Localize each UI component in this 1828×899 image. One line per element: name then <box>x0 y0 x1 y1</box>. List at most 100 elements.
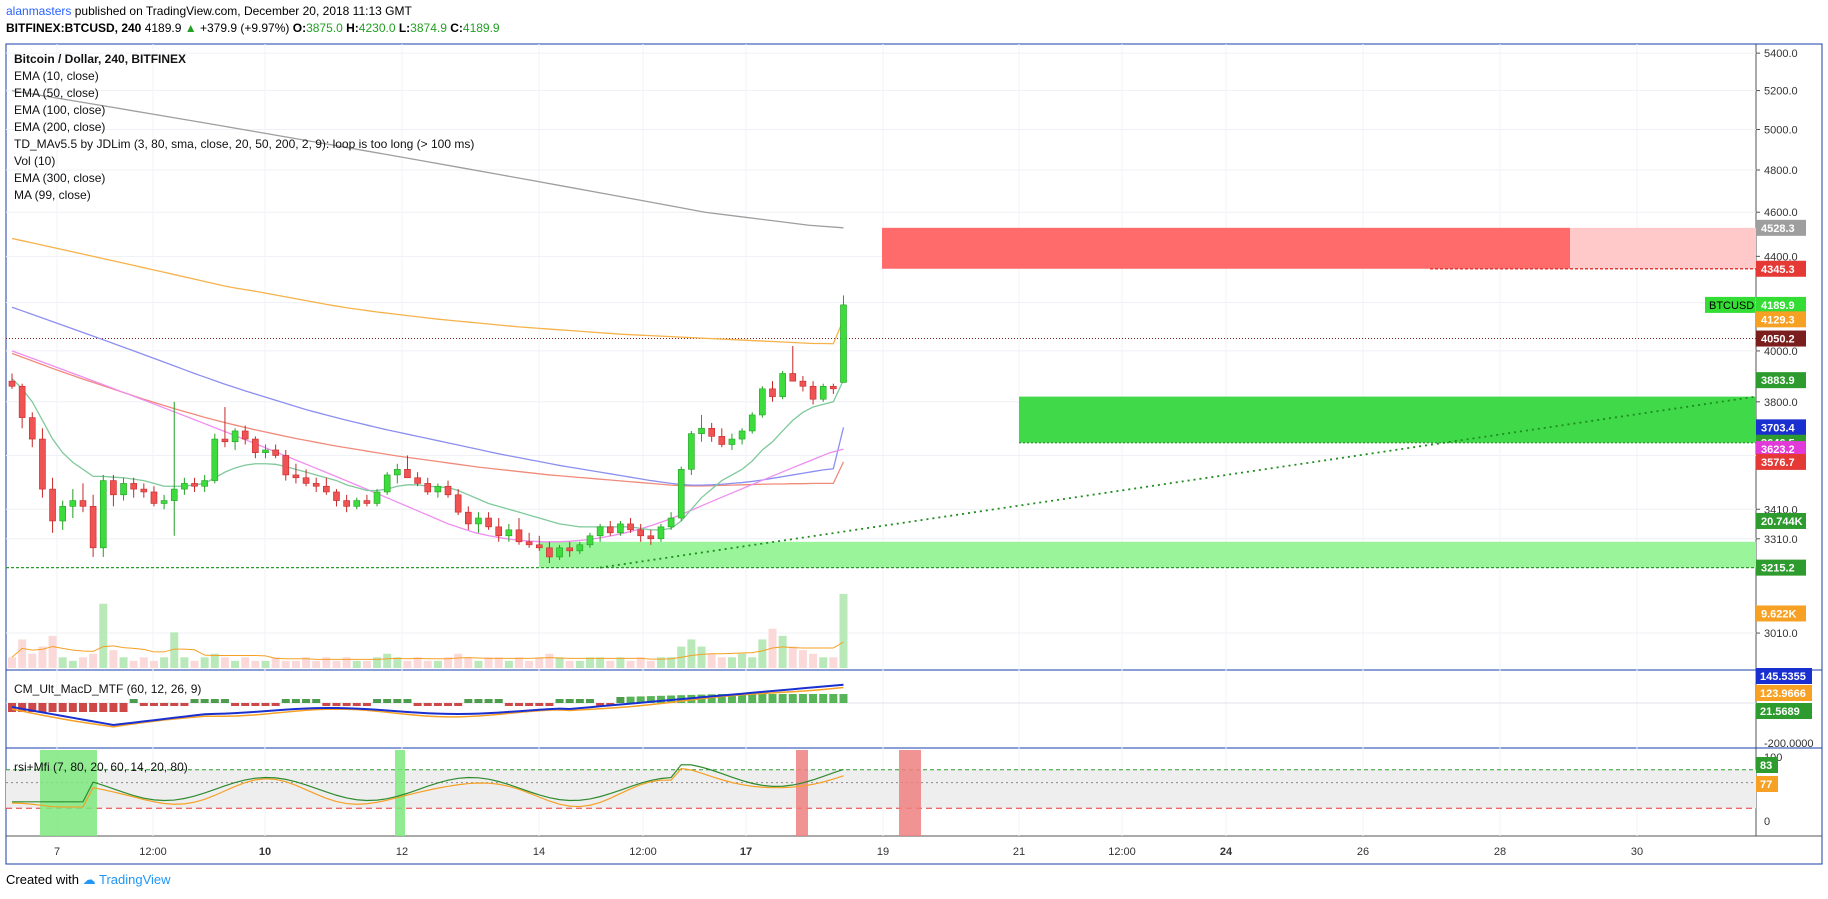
footer: Created with ☁ TradingView <box>6 872 171 888</box>
volume-bar <box>727 657 736 668</box>
candle-body <box>140 488 148 493</box>
volume-bar <box>423 660 432 668</box>
volume-bar <box>322 657 331 668</box>
rsi-value-box <box>1756 776 1778 792</box>
candle-body <box>181 483 188 490</box>
candle-body <box>454 494 462 513</box>
candle-body <box>292 474 300 479</box>
ema200-line <box>11 352 845 487</box>
legend-study[interactable]: EMA (200, close) <box>14 120 106 134</box>
price-label-box <box>1756 512 1806 529</box>
candle-body <box>586 535 594 546</box>
legend-study[interactable]: EMA (10, close) <box>14 69 99 83</box>
macd-histogram-bar <box>129 699 138 703</box>
candle-body <box>150 491 158 504</box>
macd-histogram-bar <box>89 703 98 712</box>
volume-bar <box>717 657 726 668</box>
candle-body <box>99 480 107 549</box>
price-label: 3576.7 <box>1761 457 1795 469</box>
volume-bar <box>109 650 118 668</box>
price-label: 4528.3 <box>1761 223 1795 235</box>
tradingview-link[interactable]: TradingView <box>99 872 171 887</box>
macd-histogram-bar <box>646 696 655 703</box>
macd-histogram-bar <box>38 703 47 712</box>
price-label-box <box>1756 260 1806 277</box>
macd-histogram-bar <box>474 699 483 703</box>
volume-bar <box>535 657 544 668</box>
legend-study[interactable]: TD_MAv5.5 by JDLim (3, 80, sma, close, 2… <box>14 137 475 151</box>
macd-histogram-bar <box>99 703 108 712</box>
x-tick-label: 26 <box>1357 846 1369 858</box>
price-label: 9.622K <box>1761 608 1797 620</box>
x-tick-label: 19 <box>877 846 889 858</box>
legend-study[interactable]: MA (99, close) <box>14 188 91 202</box>
volume-bar <box>616 657 625 668</box>
volume-bar <box>332 660 341 668</box>
ohlc-line: BITFINEX:BTCUSD, 240 4189.9 ▲ +379.9 (+9… <box>6 21 500 35</box>
volume-bar <box>78 657 87 668</box>
candle-body <box>343 500 350 507</box>
macd-legend[interactable]: CM_Ult_MacD_MTF (60, 12, 26, 9) <box>14 682 202 696</box>
resistance-zone <box>882 227 1570 269</box>
macd-histogram-bar <box>504 703 513 706</box>
candle-body <box>840 304 847 383</box>
macd-histogram-bar <box>170 703 179 706</box>
candle-body <box>830 385 837 390</box>
volume-bar <box>28 653 37 668</box>
legend-study[interactable]: EMA (100, close) <box>14 103 106 117</box>
price-label: 4345.3 <box>1761 264 1795 276</box>
macd-histogram-bar <box>596 703 605 706</box>
candle-body <box>759 388 766 416</box>
candle-body <box>373 491 381 504</box>
x-tick-label: 30 <box>1631 846 1643 858</box>
candle-body <box>252 438 259 454</box>
x-tick-label: 28 <box>1494 846 1506 858</box>
macd-histogram-bar <box>281 699 290 703</box>
macd-value-label: 145.5355 <box>1760 671 1806 683</box>
macd-histogram-bar <box>241 703 250 706</box>
macd-histogram-bar <box>585 699 594 703</box>
candle-body <box>59 506 67 522</box>
legend-study[interactable]: EMA (50, close) <box>14 86 99 100</box>
macd-histogram-bar <box>778 694 787 703</box>
volume-bar <box>484 657 493 668</box>
volume-bar <box>261 660 270 668</box>
legend-title: Bitcoin / Dollar, 240, BITFINEX <box>14 52 187 66</box>
volume-bar <box>403 660 412 668</box>
candle-body <box>708 427 715 437</box>
author-link[interactable]: alanmasters <box>6 4 72 18</box>
candle-body <box>18 385 26 418</box>
price-label: 3703.4 <box>1761 422 1796 434</box>
publish-line: alanmasters published on TradingView.com… <box>6 4 412 18</box>
last-price: 4189.9 <box>144 21 182 35</box>
volume-bar <box>210 653 219 668</box>
candle-body <box>515 529 523 543</box>
macd-histogram-bar <box>464 699 473 703</box>
macd-histogram-bar <box>707 694 716 703</box>
ema50-line <box>11 237 845 345</box>
low-value: 3874.9 <box>410 21 447 35</box>
macd-histogram-bar <box>190 699 199 703</box>
rsi-legend[interactable]: rsi+Mfi (7, 80, 20, 60, 14, 20, 80) <box>14 760 188 774</box>
volume-bar <box>444 657 453 668</box>
volume-bar <box>373 657 382 668</box>
volume-bar <box>160 657 169 668</box>
macd-histogram-bar <box>109 703 118 712</box>
macd-histogram-bar <box>819 694 828 703</box>
candle-body <box>110 480 117 496</box>
volume-bar <box>271 657 280 668</box>
candle-body <box>312 483 320 487</box>
macd-histogram-bar <box>200 699 209 703</box>
macd-histogram-bar <box>302 699 311 703</box>
candle-body <box>718 436 726 445</box>
volume-bar <box>839 593 848 668</box>
macd-histogram-bar <box>139 703 148 706</box>
candle-body <box>546 547 553 558</box>
x-tick-label: 12:00 <box>1108 846 1136 858</box>
legend-study[interactable]: EMA (300, close) <box>14 171 106 185</box>
close-label: C: <box>450 21 463 35</box>
volume-bar <box>291 660 300 668</box>
y-tick-label: 4000.0 <box>1764 346 1798 358</box>
legend-study[interactable]: Vol (10) <box>14 154 56 168</box>
